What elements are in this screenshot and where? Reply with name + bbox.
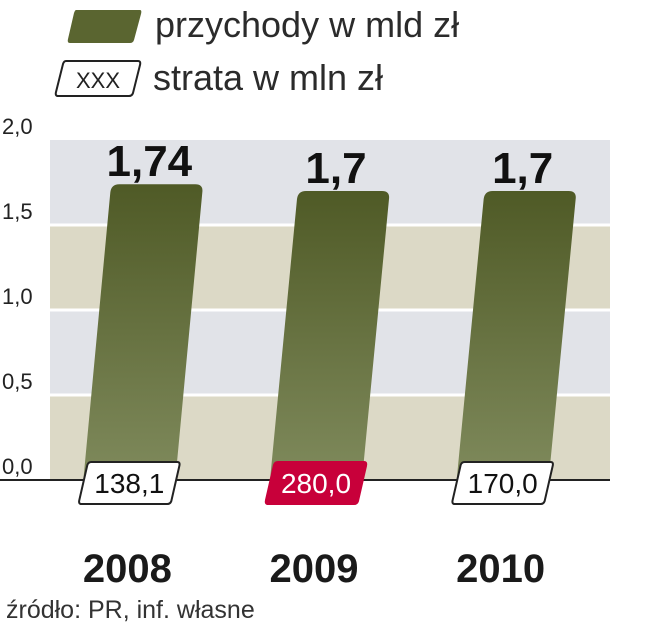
revenue-value-labels: 1,74 1,7 1,7 — [107, 137, 554, 193]
bar-value-label: 1,7 — [305, 144, 366, 193]
revenue-bars — [83, 184, 576, 480]
legend-loss-swatch-text: XXX — [76, 68, 120, 93]
bar-2008 — [83, 184, 203, 480]
y-tick-label: 0,0 — [2, 454, 33, 479]
loss-box-2008 — [78, 461, 181, 505]
loss-box-2010 — [451, 461, 554, 505]
x-category-label: 2010 — [456, 547, 545, 591]
bar-value-label: 1,7 — [492, 144, 553, 193]
bar-2010 — [456, 191, 576, 480]
legend-loss-swatch: XXX — [54, 60, 142, 97]
bar-2009 — [270, 191, 390, 480]
y-tick-label: 2,0 — [2, 114, 33, 139]
legend-loss-label: strata w mln zł — [153, 57, 384, 98]
loss-box-2009 — [264, 461, 368, 505]
loss-value-boxes: 138,1 280,0 170,0 — [78, 461, 554, 505]
x-axis-categories: 2008 2009 2010 — [83, 547, 545, 591]
loss-value-label: 170,0 — [468, 468, 538, 499]
x-category-label: 2008 — [83, 547, 172, 591]
bar-value-label: 1,74 — [107, 137, 193, 186]
x-category-label: 2009 — [270, 547, 359, 591]
legend-revenue-label: przychody w mld zł — [155, 4, 460, 45]
legend-revenue-swatch — [67, 10, 142, 43]
y-tick-label: 0,5 — [2, 369, 33, 394]
source-note: źródło: PR, inf. własne — [6, 596, 255, 624]
y-tick-label: 1,0 — [2, 284, 33, 309]
loss-value-label: 138,1 — [94, 468, 164, 499]
loss-value-label: 280,0 — [281, 468, 351, 499]
y-axis-ticks: 0,0 0,5 1,0 1,5 2,0 — [2, 114, 33, 479]
y-tick-label: 1,5 — [2, 199, 33, 224]
